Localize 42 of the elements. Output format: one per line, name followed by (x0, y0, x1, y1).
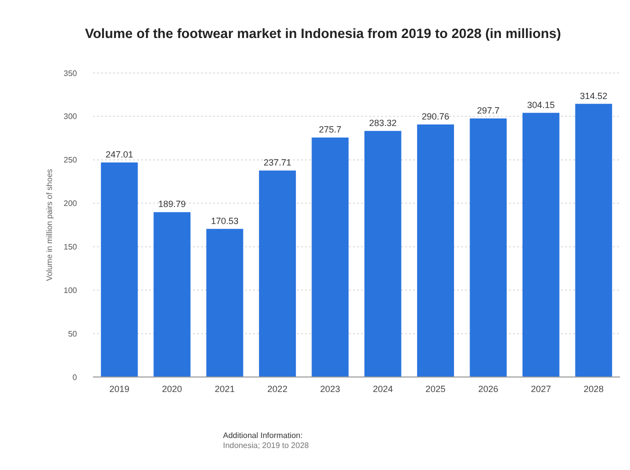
bar (575, 104, 612, 377)
bar (100, 162, 138, 377)
bar (364, 130, 402, 377)
data-label: 314.52 (580, 90, 608, 101)
data-label: 237.71 (264, 158, 292, 168)
x-tick-label: 2025 (426, 384, 446, 394)
text: Additional Information: (223, 431, 303, 440)
y-tick-label: 50 (68, 329, 78, 338)
y-tick-label: 0 (72, 372, 78, 382)
bar (259, 170, 296, 377)
data-label: 247.01 (106, 149, 134, 160)
data-label: 275.7 (318, 124, 342, 135)
data-label: 170.53 (210, 216, 239, 226)
bar (206, 228, 244, 377)
x-tick-label: 2020 (162, 384, 182, 394)
data-label: 297.7 (476, 105, 500, 116)
x-tick-label: 2021 (214, 384, 235, 394)
x-tick-label: 2027 (530, 384, 551, 394)
y-tick-label: 100 (64, 286, 78, 295)
y-tick-label: 150 (64, 242, 78, 252)
bar (522, 112, 560, 377)
text: Indonesia; 2019 to 2028 (223, 441, 310, 450)
y-tick-label: 350 (64, 68, 78, 78)
data-label: 304.15 (527, 100, 555, 110)
bar (417, 124, 454, 377)
bar (312, 138, 349, 377)
y-tick-label: 300 (64, 112, 78, 122)
x-tick-label: 2023 (320, 384, 340, 394)
x-tick-label: 2028 (584, 384, 604, 394)
x-tick-label: 2024 (372, 384, 393, 394)
y-axis-title: Volume in million pairs of shoes (45, 168, 54, 282)
y-tick-label: 200 (64, 199, 78, 208)
x-tick-label: 2022 (267, 384, 288, 394)
chart-title: Volume of the footwear market in Indonesia from 2019 to 2028 (in millions) (84, 26, 562, 41)
bar (154, 212, 190, 377)
data-label: 283.32 (369, 118, 397, 128)
x-tick-label: 2019 (109, 384, 130, 394)
data-label: 290.76 (422, 111, 450, 122)
data-label: 189.79 (158, 199, 186, 210)
bar (470, 118, 507, 377)
x-tick-label: 2026 (478, 384, 498, 394)
y-tick-label: 250 (64, 156, 78, 165)
